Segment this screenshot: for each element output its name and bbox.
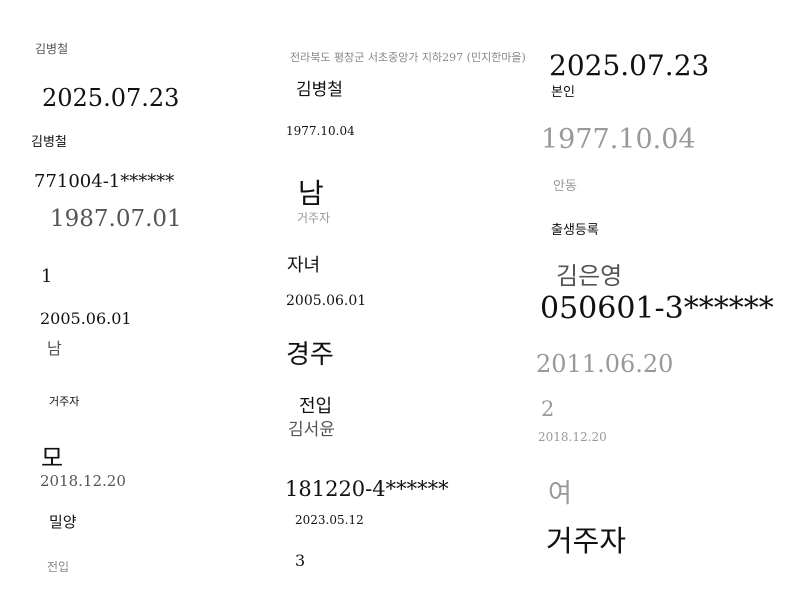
col3-gender: 여 <box>548 479 572 509</box>
col1-origin: 밀양 <box>49 513 77 531</box>
col1-status: 전입 <box>47 560 70 574</box>
col3-name: 김은영 <box>556 262 623 290</box>
col2-status: 전입 <box>299 396 333 417</box>
col3-date-2018: 2018.12.20 <box>538 430 607 444</box>
col2-relation: 자녀 <box>287 255 321 276</box>
col3-date-2011: 2011.06.20 <box>536 350 674 378</box>
col3-id-number: 050601-3****** <box>540 291 774 326</box>
col2-date-2023: 2023.05.12 <box>295 513 364 527</box>
col2-origin: 경주 <box>286 340 334 370</box>
col1-residence: 거주자 <box>49 395 80 408</box>
col1-name: 김병철 <box>31 135 67 150</box>
col3-status: 출생등록 <box>551 223 599 238</box>
col3-origin: 안동 <box>553 179 577 194</box>
col1-id-number: 771004-1****** <box>34 171 175 192</box>
col1-date-2005: 2005.06.01 <box>40 309 132 328</box>
col1-gender: 남 <box>47 339 62 358</box>
col1-relation: 모 <box>41 444 64 472</box>
col1-report-date: 2025.07.23 <box>42 84 180 112</box>
col3-residence: 거주자 <box>546 524 627 558</box>
col1-name-small: 김병철 <box>35 42 69 56</box>
col1-number-1: 1 <box>41 266 53 287</box>
col3-birth-date: 1977.10.04 <box>541 124 696 155</box>
col3-relation: 본인 <box>551 85 575 100</box>
col1-date-1987: 1987.07.01 <box>50 206 182 232</box>
col2-number-3: 3 <box>295 551 306 570</box>
col2-name: 김병철 <box>296 80 343 100</box>
col2-id-number: 181220-4****** <box>285 477 449 501</box>
col2-birth-date: 1977.10.04 <box>286 124 355 138</box>
col2-gender: 남 <box>298 177 324 210</box>
col1-date-2018: 2018.12.20 <box>40 472 126 490</box>
col3-number-2: 2 <box>541 397 555 421</box>
col2-address: 전라북도 평창군 서초중앙가 지하297 (민지한마을) <box>290 51 526 64</box>
col2-child-name: 김서윤 <box>288 420 335 440</box>
col2-birth-date-child: 2005.06.01 <box>286 293 367 309</box>
col2-residence: 거주자 <box>297 211 331 225</box>
col3-report-date: 2025.07.23 <box>549 49 710 82</box>
